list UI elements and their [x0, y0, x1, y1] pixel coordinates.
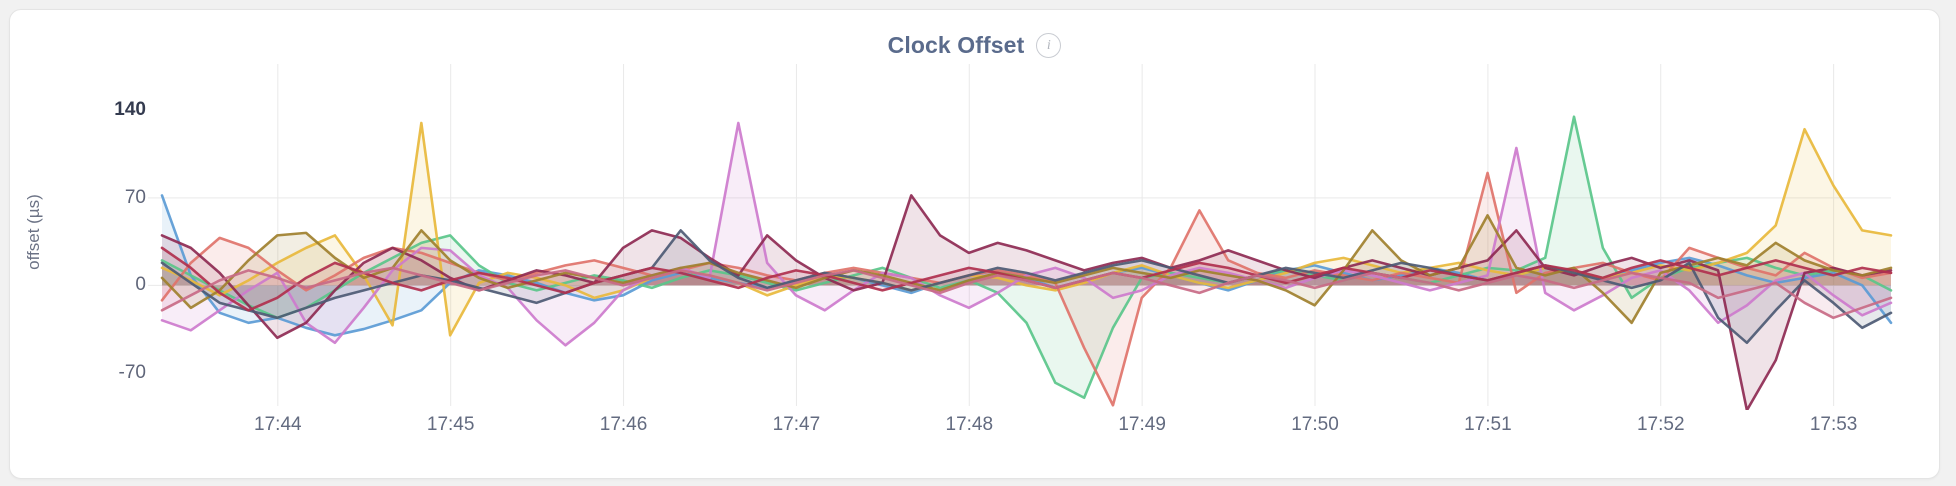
x-axis-tick-label: 17:52 [1636, 414, 1685, 435]
y-axis-tick-label: 140 [114, 99, 146, 121]
chart-header: Clock Offset i [10, 32, 1939, 59]
info-icon[interactable]: i [1036, 33, 1062, 58]
x-axis-tick-label: 17:47 [772, 414, 821, 435]
y-axis-tick-label: -70 [118, 361, 146, 383]
clock-offset-card: Clock Offset i offset (µs) 17:44 17:45 17:… [9, 9, 1940, 479]
x-axis-tick-label: 17:48 [945, 414, 994, 435]
x-axis-tick-label: 17:45 [426, 414, 475, 435]
x-axis-tick-label: 17:50 [1291, 414, 1339, 435]
x-axis-tick-label: 17:51 [1464, 414, 1512, 435]
x-axis-tick-label: 17:49 [1118, 414, 1166, 435]
y-axis-tick-label: 70 [124, 186, 146, 208]
chart-plot-area: offset (µs) 17:44 17:45 17:46 17:47 17:48 17:… [10, 10, 1941, 478]
x-axis-tick-label: 17:53 [1809, 414, 1858, 435]
chart-svg [148, 64, 1893, 410]
y-axis-tick-label: 0 [135, 274, 146, 296]
x-axis-tick-label: 17:46 [599, 414, 648, 435]
x-axis-tick-label: 17:44 [254, 414, 302, 435]
page-title: Clock Offset [887, 32, 1025, 58]
